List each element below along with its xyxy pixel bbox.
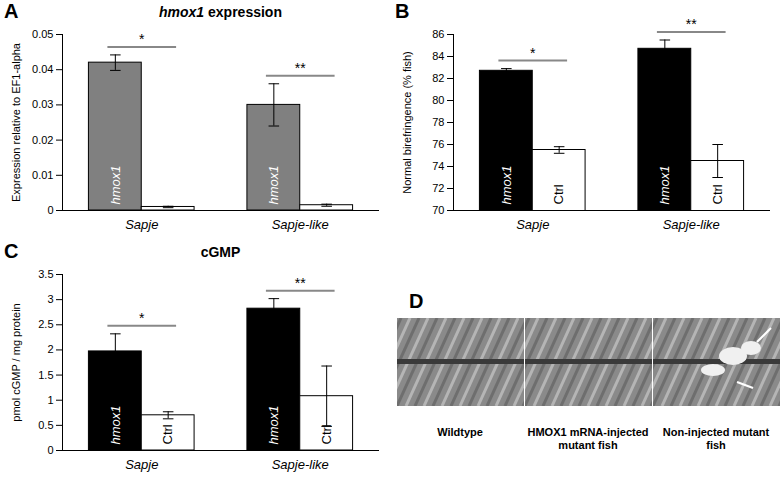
svg-text:86: 86 [432, 28, 444, 40]
svg-text:pmol cGMP / mg protein: pmol cGMP / mg protein [10, 303, 22, 421]
svg-text:80: 80 [432, 94, 444, 106]
svg-text:0.03: 0.03 [32, 98, 53, 110]
svg-text:Sapje: Sapje [125, 217, 158, 232]
svg-text:0.05: 0.05 [32, 28, 53, 40]
html-text:hmox1 expression: hmox1 expression [159, 4, 282, 20]
svg-text:84: 84 [432, 50, 444, 62]
svg-text:*: * [530, 45, 536, 61]
html-text:C: C [4, 240, 19, 262]
html-text:Wildtype: Wildtype [437, 426, 483, 438]
svg-text:Sapje-like: Sapje-like [272, 457, 329, 472]
svg-text:76: 76 [432, 138, 444, 150]
html-text:A: A [4, 0, 19, 22]
svg-text:**: ** [295, 275, 306, 291]
svg-text:hmox1: hmox1 [266, 405, 281, 444]
svg-text:2: 2 [47, 343, 53, 355]
svg-text:Ctrl: Ctrl [710, 184, 725, 204]
svg-text:Ctrl: Ctrl [551, 184, 566, 204]
svg-text:*: * [139, 31, 145, 47]
svg-text:0.04: 0.04 [32, 63, 53, 75]
html-text:B: B [395, 0, 410, 22]
svg-text:**: ** [686, 16, 697, 32]
svg-text:Sapje: Sapje [516, 217, 549, 232]
svg-text:3.5: 3.5 [38, 268, 53, 280]
svg-text:*: * [139, 310, 145, 326]
html-text:HMOX1 mRNA-injected mutant fis: HMOX1 mRNA-injected mutant fish [527, 426, 649, 451]
svg-text:Sapje-like: Sapje-like [663, 217, 720, 232]
svg-text:hmox1: hmox1 [107, 165, 122, 204]
svg-text:Sapje: Sapje [125, 457, 158, 472]
svg-text:0: 0 [47, 204, 53, 216]
svg-text:0: 0 [47, 444, 53, 456]
svg-text:Sapje-like: Sapje-like [272, 217, 329, 232]
svg-text:74: 74 [432, 160, 444, 172]
svg-text:82: 82 [432, 72, 444, 84]
html-text:D: D [409, 290, 424, 312]
svg-text:72: 72 [432, 182, 444, 194]
svg-text:hmox1: hmox1 [107, 405, 122, 444]
svg-text:Normal birefringence (% fish): Normal birefringence (% fish) [401, 51, 413, 193]
svg-text:0.02: 0.02 [32, 134, 53, 146]
svg-text:Ctrl: Ctrl [319, 424, 334, 444]
svg-text:1.5: 1.5 [38, 369, 53, 381]
svg-text:Expression relative to EF1-alp: Expression relative to EF1-alpha [10, 42, 22, 202]
svg-text:0.5: 0.5 [38, 419, 53, 431]
svg-text:2.5: 2.5 [38, 318, 53, 330]
svg-text:1: 1 [47, 394, 53, 406]
svg-text:78: 78 [432, 116, 444, 128]
svg-text:3: 3 [47, 293, 53, 305]
svg-text:hmox1: hmox1 [266, 165, 281, 204]
svg-text:**: ** [295, 60, 306, 76]
svg-text:Ctrl: Ctrl [160, 424, 175, 444]
svg-text:hmox1: hmox1 [498, 165, 513, 204]
svg-text:70: 70 [432, 204, 444, 216]
svg-text:hmox1: hmox1 [657, 165, 672, 204]
svg-text:0.01: 0.01 [32, 169, 53, 181]
html-text:Non-injected mutant fish: Non-injected mutant fish [662, 426, 770, 451]
html-text:cGMP: cGMP [200, 244, 241, 260]
